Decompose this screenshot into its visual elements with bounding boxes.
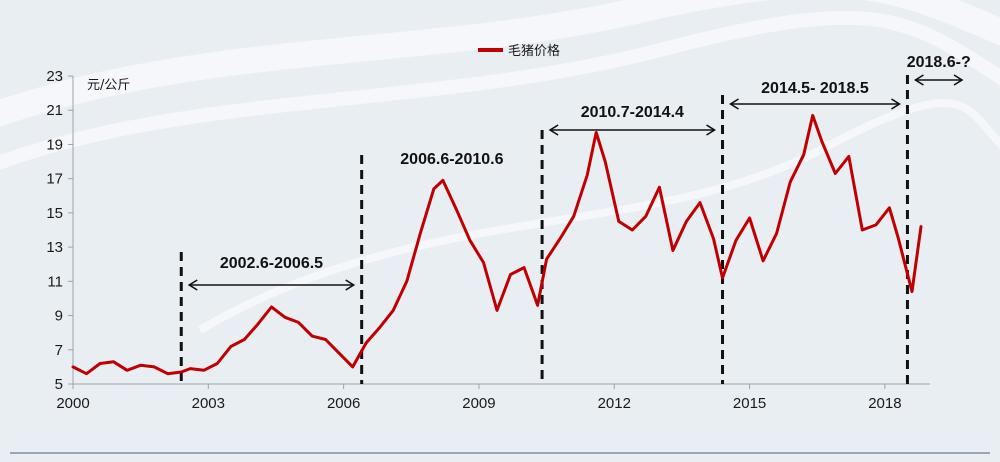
- period-arrow-head-right: [706, 124, 717, 136]
- period-dividers: [179, 75, 909, 384]
- period-label: 2002.6-2006.5: [220, 255, 323, 272]
- legend: 毛猪价格: [478, 43, 560, 59]
- series-line-pig-price: [71, 113, 923, 376]
- y-tick-label: 23: [46, 68, 63, 85]
- legend-label: 毛猪价格: [508, 43, 560, 59]
- y-tick-label: 5: [55, 376, 63, 393]
- period-arrow-head-left: [913, 74, 924, 86]
- x-tick-label: 2012: [598, 395, 631, 412]
- x-tick-label: 2006: [327, 395, 360, 412]
- y-tick-label: 17: [46, 171, 63, 188]
- period-arrow-head-right: [345, 279, 356, 291]
- y-unit-label: 元/公斤: [87, 78, 130, 93]
- period-arrow-head-right: [891, 98, 901, 110]
- x-tick-label: 2018: [868, 395, 901, 412]
- period-spans: 2002.6-2006.5 2006.6-2010.6 2010.7-2014.4 2…: [187, 54, 971, 291]
- period-arrow-head-left: [729, 98, 739, 110]
- period-arrow-head-right: [953, 74, 964, 86]
- period-arrow-head-left: [187, 279, 198, 291]
- y-axis-ticks: 5 7 9 11 13 15 17 19 21 23: [46, 68, 73, 393]
- y-tick-label: 19: [46, 136, 63, 153]
- background-swooshes: [0, 0, 1000, 334]
- period-label: 2014.5- 2018.5: [761, 80, 869, 97]
- y-tick-label: 21: [46, 102, 63, 119]
- x-tick-label: 2003: [192, 395, 225, 412]
- y-tick-label: 13: [46, 239, 63, 256]
- x-tick-label: 2015: [733, 395, 766, 412]
- y-tick-label: 7: [55, 342, 63, 359]
- period-label: 2018.6-?: [907, 54, 971, 71]
- x-tick-label: 2000: [56, 395, 89, 412]
- y-tick-label: 15: [46, 205, 63, 222]
- x-tick-label: 2009: [462, 395, 495, 412]
- y-tick-label: 11: [47, 273, 63, 290]
- x-axis-ticks: 2000 2003 2006 2009 2012 2015 2018: [56, 384, 902, 412]
- period-label: 2006.6-2010.6: [400, 151, 503, 168]
- period-arrow-head-left: [548, 124, 559, 136]
- period-label: 2010.7-2014.4: [581, 104, 684, 121]
- y-tick-label: 9: [55, 308, 63, 325]
